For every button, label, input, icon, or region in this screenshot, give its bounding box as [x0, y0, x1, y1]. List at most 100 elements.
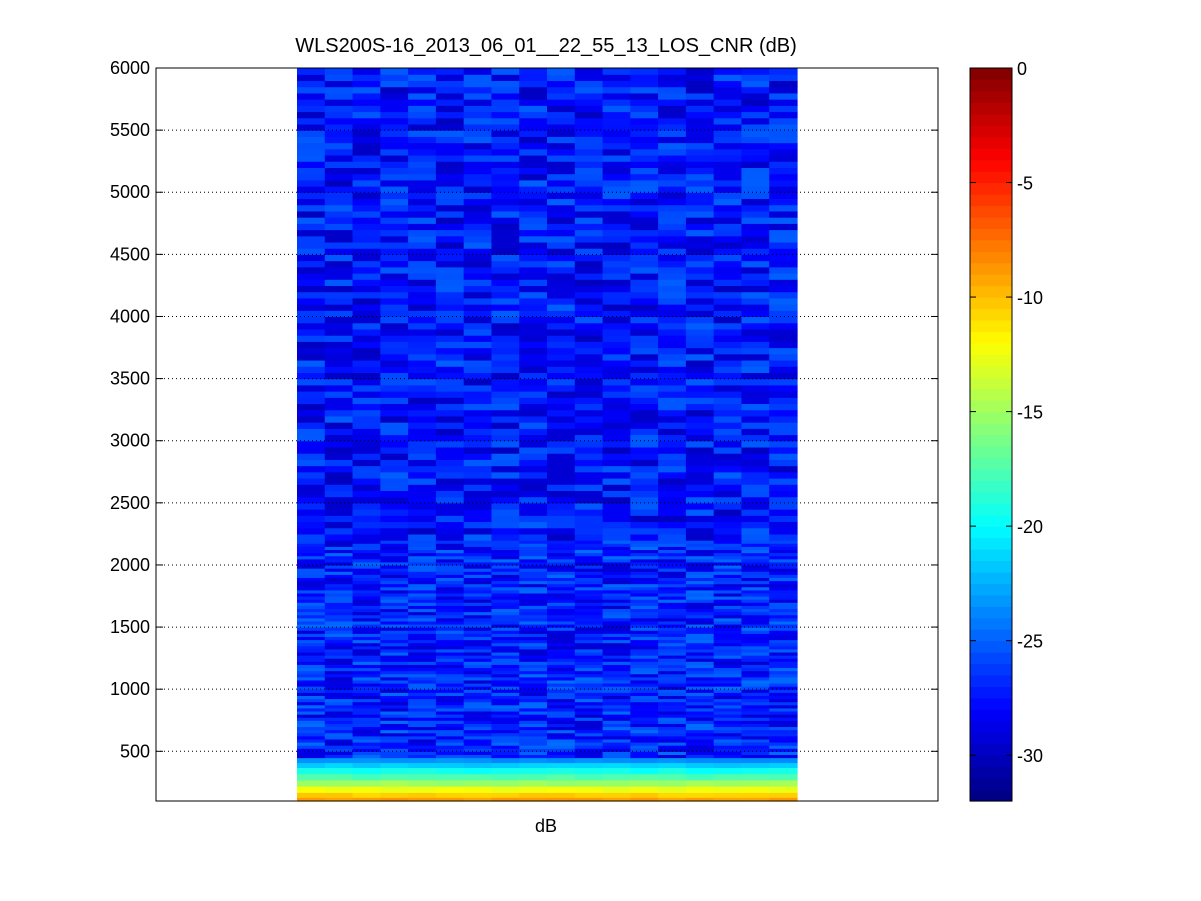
heatmap-cell	[463, 586, 493, 591]
heatmap-cell	[324, 279, 354, 287]
heatmap-cell	[769, 574, 798, 578]
heatmap-cell	[408, 403, 437, 411]
heatmap-cell	[741, 546, 770, 551]
heatmap-cell	[630, 623, 659, 628]
heatmap-cell	[547, 648, 576, 653]
heatmap-cell	[574, 279, 604, 287]
heatmap-cell	[547, 745, 576, 749]
heatmap-cell	[408, 80, 437, 88]
heatmap-cell	[352, 297, 381, 305]
heatmap-cell	[380, 701, 409, 706]
heatmap-cell	[574, 549, 604, 554]
heatmap-cell	[324, 80, 354, 88]
heatmap-cell	[547, 767, 576, 775]
heatmap-cell	[574, 605, 604, 610]
heatmap-cell	[435, 561, 465, 566]
heatmap-cell	[519, 549, 548, 554]
heatmap-cell	[408, 123, 437, 131]
colorbar-band	[970, 113, 1012, 126]
heatmap-cell	[658, 397, 687, 405]
heatmap-cell	[685, 192, 715, 200]
heatmap-cell	[380, 68, 409, 75]
heatmap-cell	[408, 496, 437, 504]
heatmap-cell	[352, 533, 381, 541]
heatmap-cell	[547, 154, 576, 162]
heatmap-cell	[547, 661, 576, 665]
heatmap-cell	[741, 620, 770, 625]
heatmap-cell	[408, 490, 437, 498]
heatmap-cell	[380, 732, 409, 737]
heatmap-cell	[324, 136, 354, 144]
heatmap-cell	[741, 272, 770, 280]
heatmap-cell	[769, 729, 798, 734]
heatmap-cell	[769, 229, 798, 237]
heatmap-cell	[658, 717, 687, 721]
heatmap-cell	[547, 304, 576, 311]
heatmap-cell	[408, 605, 437, 610]
heatmap-cell	[713, 92, 743, 100]
heatmap-cell	[519, 589, 548, 594]
heatmap-cell	[491, 704, 520, 709]
heatmap-cell	[435, 592, 465, 597]
heatmap-cell	[324, 611, 354, 616]
heatmap-cell	[380, 655, 409, 659]
heatmap-cell	[713, 670, 743, 675]
heatmap-cell	[519, 623, 548, 628]
heatmap-cell	[297, 68, 326, 75]
heatmap-cell	[769, 378, 798, 386]
heatmap-cell	[685, 648, 715, 653]
heatmap-cell	[408, 707, 437, 712]
heatmap-cell	[547, 561, 576, 566]
heatmap-cell	[380, 583, 409, 588]
heatmap-cell	[352, 521, 381, 529]
heatmap-cell	[435, 642, 465, 647]
heatmap-cell	[297, 720, 326, 724]
heatmap-cell	[435, 384, 465, 392]
heatmap-cell	[658, 80, 687, 88]
heatmap-cell	[435, 714, 465, 718]
heatmap-cell	[658, 682, 687, 687]
heatmap-cell	[324, 710, 354, 715]
heatmap-cell	[463, 676, 493, 681]
heatmap-cell	[463, 260, 493, 268]
heatmap-cell	[463, 540, 493, 544]
heatmap-cell	[574, 459, 604, 467]
heatmap-cell	[435, 596, 465, 600]
heatmap-cell	[547, 720, 576, 724]
heatmap-cell	[297, 636, 326, 641]
heatmap-cell	[380, 577, 409, 582]
heatmap-cell	[463, 235, 493, 243]
heatmap-cell	[630, 316, 659, 324]
heatmap-cell	[574, 68, 604, 75]
y-tick-label: 5500	[110, 120, 150, 140]
heatmap-cell	[463, 279, 493, 287]
heatmap-cell	[547, 328, 576, 336]
heatmap-cell	[435, 710, 465, 715]
heatmap-cell	[741, 561, 770, 566]
heatmap-cell	[630, 583, 659, 588]
heatmap-cell	[463, 568, 493, 572]
heatmap-cell	[685, 248, 715, 255]
heatmap-cell	[408, 161, 437, 168]
heatmap-cell	[408, 658, 437, 662]
heatmap-cell	[713, 173, 743, 181]
heatmap-cell	[658, 117, 687, 125]
heatmap-cell	[519, 664, 548, 669]
heatmap-cell	[491, 422, 520, 429]
heatmap-cell	[602, 422, 631, 429]
heatmap-cell	[324, 260, 354, 268]
heatmap-cell	[713, 786, 743, 793]
heatmap-cell	[435, 123, 465, 131]
heatmap-cell	[435, 729, 465, 734]
heatmap-cell	[297, 384, 326, 392]
colorbar-band	[970, 68, 1012, 81]
colorbar-band	[970, 549, 1012, 562]
heatmap-cell	[574, 630, 604, 634]
heatmap-cell	[519, 384, 548, 392]
heatmap-cell	[324, 235, 354, 243]
heatmap-cell	[352, 459, 381, 467]
heatmap-cell	[324, 682, 354, 687]
heatmap-cell	[519, 577, 548, 582]
heatmap-cell	[380, 347, 409, 355]
heatmap-cell	[574, 676, 604, 681]
